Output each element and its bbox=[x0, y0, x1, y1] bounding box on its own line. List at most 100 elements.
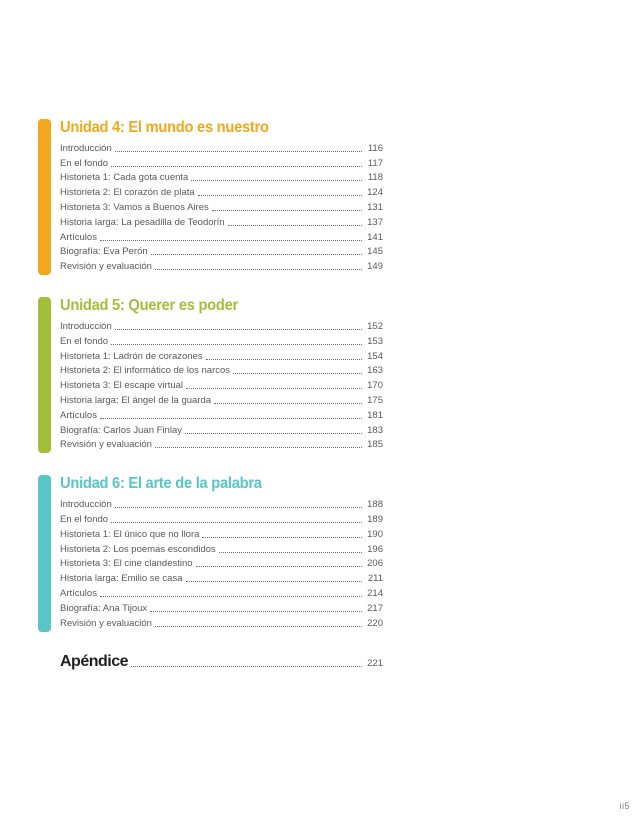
dotted-leader bbox=[195, 566, 362, 568]
toc-entry-label: Introducción bbox=[60, 320, 112, 332]
toc-entry-label: Artículos bbox=[60, 587, 97, 599]
unit-6-entries: Introducción 188 En el fondo 189 Histori… bbox=[60, 495, 383, 628]
toc-entry-label: Revisión y evaluación bbox=[60, 439, 152, 451]
toc-entry-label: Biografía: Ana Tijoux bbox=[60, 602, 148, 614]
toc-row: Historieta 2: El informático de los narc… bbox=[60, 362, 383, 377]
toc-entry-page: 217 bbox=[367, 602, 383, 614]
dotted-leader bbox=[114, 328, 362, 330]
toc-row: Revisión y evaluación 149 bbox=[60, 257, 383, 272]
table-of-contents: Unidad 4: El mundo es nuestro Introducci… bbox=[38, 119, 383, 669]
unit-6-title: Unidad 6: El arte de la palabra bbox=[60, 475, 262, 493]
toc-row: En el fondo 117 bbox=[60, 154, 383, 169]
toc-row: Historieta 3: El escape virtual 170 bbox=[60, 376, 383, 391]
toc-entry-label: Introducción bbox=[60, 499, 112, 511]
page-footer: ii5 bbox=[619, 801, 630, 811]
dotted-leader bbox=[99, 239, 362, 241]
toc-entry-page: 185 bbox=[367, 439, 383, 451]
dotted-leader bbox=[114, 507, 362, 509]
toc-row: Historieta 1: Ladrón de corazones 154 bbox=[60, 347, 383, 362]
toc-entry-page: 189 bbox=[367, 513, 383, 525]
toc-entry-page: 181 bbox=[367, 409, 383, 421]
toc-entry-page: 214 bbox=[367, 587, 383, 599]
dotted-leader bbox=[154, 625, 362, 627]
toc-entry-label: Historieta 2: Los poemas escondidos bbox=[60, 543, 216, 555]
appendix-title: Apéndice bbox=[60, 652, 129, 670]
dotted-leader bbox=[197, 195, 362, 197]
toc-entry-label: Historieta 1: Cada gota cuenta bbox=[60, 172, 189, 184]
unit-5-title: Unidad 5: Querer es poder bbox=[60, 297, 238, 315]
dotted-leader bbox=[99, 595, 362, 597]
toc-entry-label: Historieta 3: El escape virtual bbox=[60, 380, 184, 392]
unit-5-accent-bar bbox=[38, 297, 51, 454]
toc-row: Biografía: Carlos Juan Finlay 183 bbox=[60, 421, 383, 436]
toc-entry-page: 175 bbox=[367, 394, 383, 406]
toc-entry-label: Artículos bbox=[60, 231, 97, 243]
unit-5-section: Unidad 5: Querer es poder Introducción 1… bbox=[38, 297, 383, 454]
toc-row: Historia larga: Emilio se casa 211 bbox=[60, 569, 383, 584]
dotted-leader bbox=[205, 358, 362, 360]
toc-entry-page: 149 bbox=[367, 261, 383, 273]
toc-entry-label: Biografía: Carlos Juan Finlay bbox=[60, 424, 182, 436]
dotted-leader bbox=[186, 388, 362, 390]
toc-row: Historieta 3: Vamos a Buenos Aires 131 bbox=[60, 198, 383, 213]
dotted-leader bbox=[191, 180, 362, 182]
toc-row: Artículos 181 bbox=[60, 406, 383, 421]
unit-6-accent-bar bbox=[38, 475, 51, 632]
toc-row: En el fondo 153 bbox=[60, 332, 383, 347]
toc-entry-label: Historieta 3: El cine clandestino bbox=[60, 558, 193, 570]
toc-row: Historia larga: La pesadilla de Teodorín… bbox=[60, 213, 383, 228]
unit-5-entries: Introducción 152 En el fondo 153 Histori… bbox=[60, 317, 383, 450]
toc-entry-label: Historieta 1: El único que no llora bbox=[60, 528, 200, 540]
toc-row: Artículos 141 bbox=[60, 228, 383, 243]
toc-entry-label: Historieta 2: El corazón de plata bbox=[60, 187, 195, 199]
toc-row: Artículos 214 bbox=[60, 584, 383, 599]
toc-entry-label: Historia larga: La pesadilla de Teodorín bbox=[60, 216, 225, 228]
dotted-leader bbox=[154, 269, 362, 271]
toc-entry-label: Historieta 2: El informático de los narc… bbox=[60, 365, 231, 377]
dotted-leader bbox=[131, 665, 362, 667]
toc-row: Biografía: Ana Tijoux 217 bbox=[60, 599, 383, 614]
toc-entry-page: 124 bbox=[367, 187, 383, 199]
dotted-leader bbox=[114, 150, 362, 152]
toc-row: Revisión y evaluación 185 bbox=[60, 436, 383, 451]
dotted-leader bbox=[202, 536, 362, 538]
toc-row: Introducción 152 bbox=[60, 317, 383, 332]
toc-row: En el fondo 189 bbox=[60, 510, 383, 525]
unit-4-entries: Introducción 116 En el fondo 117 Histori… bbox=[60, 139, 383, 272]
toc-entry-page: 154 bbox=[367, 350, 383, 362]
toc-entry-page: 188 bbox=[367, 499, 383, 511]
toc-row: Historieta 2: Los poemas escondidos 196 bbox=[60, 540, 383, 555]
toc-entry-page: 117 bbox=[367, 157, 383, 169]
toc-entry-label: Biografía: Eva Perón bbox=[60, 246, 148, 258]
toc-row: Historieta 1: Cada gota cuenta 118 bbox=[60, 169, 383, 184]
toc-row: Historieta 3: El cine clandestino 206 bbox=[60, 555, 383, 570]
toc-entry-label: Historia larga: El ángel de la guarda bbox=[60, 394, 212, 406]
dotted-leader bbox=[214, 402, 362, 404]
toc-row: Biografía: Eva Perón 145 bbox=[60, 243, 383, 258]
dotted-leader bbox=[218, 551, 362, 553]
toc-entry-page: 153 bbox=[367, 335, 383, 347]
dotted-leader bbox=[111, 521, 362, 523]
toc-entry-page: 137 bbox=[367, 216, 383, 228]
dotted-leader bbox=[184, 432, 362, 434]
toc-entry-label: En el fondo bbox=[60, 513, 109, 525]
dotted-leader bbox=[99, 417, 362, 419]
toc-entry-label: Revisión y evaluación bbox=[60, 617, 152, 629]
dotted-leader bbox=[227, 224, 362, 226]
appendix-page: 221 bbox=[367, 657, 383, 669]
toc-entry-label: Artículos bbox=[60, 409, 97, 421]
unit-4-accent-bar bbox=[38, 119, 51, 276]
dotted-leader bbox=[154, 447, 362, 449]
toc-row: Introducción 116 bbox=[60, 139, 383, 154]
unit-4-section: Unidad 4: El mundo es nuestro Introducci… bbox=[38, 119, 383, 276]
toc-entry-page: 183 bbox=[367, 424, 383, 436]
dotted-leader bbox=[150, 254, 362, 256]
dotted-leader bbox=[111, 165, 362, 167]
toc-entry-page: 206 bbox=[367, 558, 383, 570]
appendix-row: Apéndice 221 bbox=[60, 652, 383, 670]
toc-row: Introducción 188 bbox=[60, 495, 383, 510]
toc-entry-label: En el fondo bbox=[60, 335, 109, 347]
toc-entry-page: 163 bbox=[367, 365, 383, 377]
toc-entry-page: 190 bbox=[367, 528, 383, 540]
